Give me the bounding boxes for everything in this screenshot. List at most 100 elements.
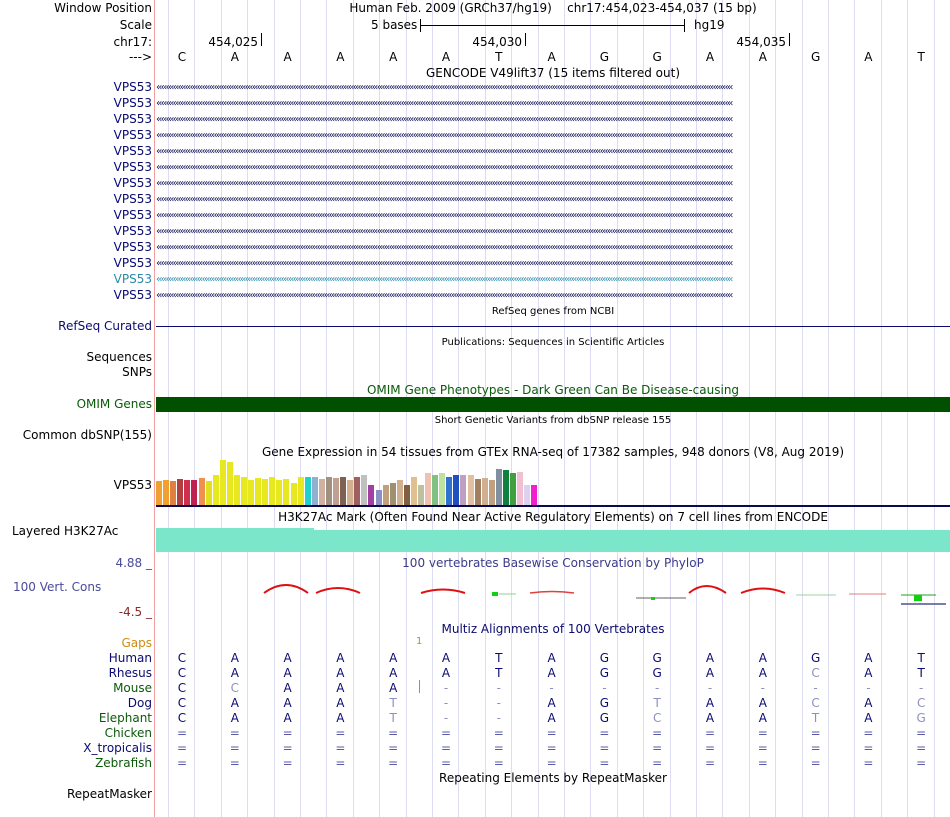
gtex-tissue-bar[interactable] <box>233 475 240 505</box>
gtex-tissue-bar[interactable] <box>177 479 184 505</box>
gtex-tissue-bar[interactable] <box>269 477 276 505</box>
gencode-item-label[interactable]: VPS53 <box>113 224 152 238</box>
gtex-tissue-bar[interactable] <box>446 477 453 505</box>
gtex-tissue-bar[interactable] <box>510 473 517 505</box>
gtex-tissue-bar[interactable] <box>425 473 432 505</box>
species-label[interactable]: Elephant <box>98 711 152 725</box>
gtex-tissue-bar[interactable] <box>453 475 460 505</box>
gencode-item-label[interactable]: VPS53 <box>113 96 152 110</box>
gtex-tissue-bar[interactable] <box>226 462 233 505</box>
species-label[interactable]: Rhesus <box>108 666 152 680</box>
gtex-tissue-bar[interactable] <box>396 480 403 505</box>
gencode-item-label[interactable]: VPS53 <box>113 112 152 126</box>
gtex-tissue-bar[interactable] <box>333 478 340 505</box>
gtex-tissue-bar[interactable] <box>318 479 325 505</box>
gencode-transcript[interactable]: ‹‹‹‹‹‹‹‹‹‹‹‹‹‹‹‹‹‹‹‹‹‹‹‹‹‹‹‹‹‹‹‹‹‹‹‹‹‹‹‹… <box>156 193 950 207</box>
gencode-item-label[interactable]: VPS53 <box>113 208 152 222</box>
omim-bar[interactable] <box>156 397 950 412</box>
gtex-tissue-bar[interactable] <box>290 483 297 505</box>
gencode-transcript[interactable]: ‹‹‹‹‹‹‹‹‹‹‹‹‹‹‹‹‹‹‹‹‹‹‹‹‹‹‹‹‹‹‹‹‹‹‹‹‹‹‹‹… <box>156 145 950 159</box>
gtex-bar-chart[interactable] <box>156 458 556 505</box>
gtex-tissue-bar[interactable] <box>481 478 488 505</box>
gtex-tissue-bar[interactable] <box>248 480 255 505</box>
gtex-tissue-bar[interactable] <box>410 477 417 505</box>
gencode-transcript[interactable]: ‹‹‹‹‹‹‹‹‹‹‹‹‹‹‹‹‹‹‹‹‹‹‹‹‹‹‹‹‹‹‹‹‹‹‹‹‹‹‹‹… <box>156 241 950 255</box>
phylop-label[interactable]: 100 Vert. Cons <box>13 580 102 594</box>
gtex-tissue-bar[interactable] <box>156 481 163 505</box>
gtex-tissue-bar[interactable] <box>198 478 205 505</box>
gencode-transcript[interactable]: ‹‹‹‹‹‹‹‹‹‹‹‹‹‹‹‹‹‹‹‹‹‹‹‹‹‹‹‹‹‹‹‹‹‹‹‹‹‹‹‹… <box>156 289 950 303</box>
gtex-tissue-bar[interactable] <box>219 460 226 505</box>
h3k27ac-label[interactable]: Layered H3K27Ac <box>12 524 119 538</box>
gtex-tissue-bar[interactable] <box>474 479 481 505</box>
gtex-tissue-bar[interactable] <box>297 477 304 505</box>
gtex-tissue-bar[interactable] <box>191 480 198 505</box>
gtex-tissue-bar[interactable] <box>340 477 347 505</box>
gtex-tissue-bar[interactable] <box>255 478 262 505</box>
gtex-tissue-bar[interactable] <box>184 480 191 505</box>
gencode-transcript[interactable]: ‹‹‹‹‹‹‹‹‹‹‹‹‹‹‹‹‹‹‹‹‹‹‹‹‹‹‹‹‹‹‹‹‹‹‹‹‹‹‹‹… <box>156 81 950 95</box>
gencode-transcript[interactable]: ‹‹‹‹‹‹‹‹‹‹‹‹‹‹‹‹‹‹‹‹‹‹‹‹‹‹‹‹‹‹‹‹‹‹‹‹‹‹‹‹… <box>156 177 950 191</box>
gtex-tissue-bar[interactable] <box>205 481 212 505</box>
gencode-transcript[interactable]: ‹‹‹‹‹‹‹‹‹‹‹‹‹‹‹‹‹‹‹‹‹‹‹‹‹‹‹‹‹‹‹‹‹‹‹‹‹‹‹‹… <box>156 113 950 127</box>
gtex-label[interactable]: VPS53 <box>113 478 152 492</box>
gencode-item-label[interactable]: VPS53 <box>113 192 152 206</box>
gtex-tissue-bar[interactable] <box>347 480 354 505</box>
repeatmasker-label[interactable]: RepeatMasker <box>66 787 152 801</box>
gtex-tissue-bar[interactable] <box>382 485 389 505</box>
gtex-tissue-bar[interactable] <box>325 477 332 505</box>
gencode-item-label[interactable]: VPS53 <box>113 80 152 94</box>
gencode-item-label[interactable]: VPS53 <box>113 272 152 286</box>
gtex-tissue-bar[interactable] <box>439 473 446 505</box>
gtex-tissue-bar[interactable] <box>502 470 509 505</box>
species-label[interactable]: Mouse <box>113 681 152 695</box>
gtex-tissue-bar[interactable] <box>517 472 524 505</box>
gencode-transcript[interactable]: ‹‹‹‹‹‹‹‹‹‹‹‹‹‹‹‹‹‹‹‹‹‹‹‹‹‹‹‹‹‹‹‹‹‹‹‹‹‹‹‹… <box>156 257 950 271</box>
gencode-transcript[interactable]: ‹‹‹‹‹‹‹‹‹‹‹‹‹‹‹‹‹‹‹‹‹‹‹‹‹‹‹‹‹‹‹‹‹‹‹‹‹‹‹‹… <box>156 225 950 239</box>
species-label[interactable]: Dog <box>127 696 152 710</box>
gtex-tissue-bar[interactable] <box>241 477 248 505</box>
snps-label[interactable]: SNPs <box>122 365 152 379</box>
species-label[interactable]: Human <box>108 651 152 665</box>
gtex-tissue-bar[interactable] <box>495 469 502 505</box>
refseq-label[interactable]: RefSeq Curated <box>58 319 152 333</box>
gtex-tissue-bar[interactable] <box>212 475 219 505</box>
gtex-tissue-bar[interactable] <box>354 477 361 505</box>
gtex-tissue-bar[interactable] <box>524 485 531 505</box>
gtex-tissue-bar[interactable] <box>460 475 467 505</box>
phylop-plot[interactable] <box>156 574 950 614</box>
omim-label[interactable]: OMIM Genes <box>76 397 152 411</box>
gencode-item-label[interactable]: VPS53 <box>113 160 152 174</box>
gtex-tissue-bar[interactable] <box>276 480 283 505</box>
gtex-tissue-bar[interactable] <box>488 480 495 505</box>
gtex-tissue-bar[interactable] <box>375 490 382 505</box>
gtex-tissue-bar[interactable] <box>283 479 290 505</box>
gencode-transcript[interactable]: ‹‹‹‹‹‹‹‹‹‹‹‹‹‹‹‹‹‹‹‹‹‹‹‹‹‹‹‹‹‹‹‹‹‹‹‹‹‹‹‹… <box>156 129 950 143</box>
gencode-transcript[interactable]: ‹‹‹‹‹‹‹‹‹‹‹‹‹‹‹‹‹‹‹‹‹‹‹‹‹‹‹‹‹‹‹‹‹‹‹‹‹‹‹‹… <box>156 273 950 287</box>
gencode-item-label[interactable]: VPS53 <box>113 176 152 190</box>
gencode-transcript[interactable]: ‹‹‹‹‹‹‹‹‹‹‹‹‹‹‹‹‹‹‹‹‹‹‹‹‹‹‹‹‹‹‹‹‹‹‹‹‹‹‹‹… <box>156 161 950 175</box>
h3k27ac-signal[interactable] <box>156 530 950 552</box>
gtex-tissue-bar[interactable] <box>389 483 396 505</box>
gtex-tissue-bar[interactable] <box>467 475 474 505</box>
gencode-item-label[interactable]: VPS53 <box>113 144 152 158</box>
gtex-tissue-bar[interactable] <box>311 477 318 505</box>
gencode-item-label[interactable]: VPS53 <box>113 128 152 142</box>
gtex-tissue-bar[interactable] <box>368 485 375 505</box>
species-label[interactable]: X_tropicalis <box>83 741 152 755</box>
gtex-tissue-bar[interactable] <box>531 485 538 505</box>
species-label[interactable]: Zebrafish <box>95 756 152 770</box>
dbsnp-label[interactable]: Common dbSNP(155) <box>22 428 152 442</box>
sequences-label[interactable]: Sequences <box>86 350 152 364</box>
gencode-item-label[interactable]: VPS53 <box>113 240 152 254</box>
gencode-transcript[interactable]: ‹‹‹‹‹‹‹‹‹‹‹‹‹‹‹‹‹‹‹‹‹‹‹‹‹‹‹‹‹‹‹‹‹‹‹‹‹‹‹‹… <box>156 209 950 223</box>
gtex-tissue-bar[interactable] <box>163 480 170 505</box>
gencode-item-label[interactable]: VPS53 <box>113 256 152 270</box>
gtex-tissue-bar[interactable] <box>304 477 311 505</box>
refseq-gene-line[interactable] <box>156 326 950 327</box>
gtex-tissue-bar[interactable] <box>262 479 269 505</box>
gencode-transcript[interactable]: ‹‹‹‹‹‹‹‹‹‹‹‹‹‹‹‹‹‹‹‹‹‹‹‹‹‹‹‹‹‹‹‹‹‹‹‹‹‹‹‹… <box>156 97 950 111</box>
gtex-tissue-bar[interactable] <box>170 481 177 505</box>
gtex-tissue-bar[interactable] <box>432 475 439 505</box>
